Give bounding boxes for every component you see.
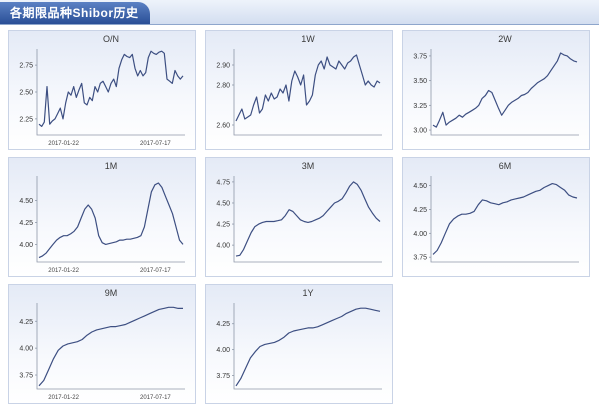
y-tick-label: 4.50: [19, 198, 33, 205]
chart-3m: 3M 4.00 4.25 4.50 4.75: [216, 161, 382, 263]
x-tick-label: 2017-07-17: [140, 141, 171, 147]
axis-line: [233, 176, 382, 263]
y-tick-label: 2.90: [216, 63, 230, 70]
y-tick-label: 2.80: [216, 83, 230, 90]
axis-line: [36, 49, 185, 136]
x-tick-label: 2017-07-17: [140, 395, 171, 401]
y-tick-label: 4.25: [216, 321, 230, 328]
x-tick-label: 2017-07-17: [140, 268, 171, 274]
y-tick-label: 4.00: [413, 231, 427, 238]
series-line: [38, 182, 184, 259]
page-title: 各期限品种Shibor历史走势: [0, 2, 150, 42]
y-tick-label: 4.50: [216, 200, 230, 207]
y-tick-label: 4.25: [216, 222, 230, 229]
y-tick-label: 4.00: [19, 346, 33, 353]
series-line: [38, 50, 184, 127]
y-tick-label: 4.00: [216, 347, 230, 354]
chart-panel-3m: 3M 4.00 4.25 4.50 4.75: [205, 157, 393, 277]
y-tick-label: 2.25: [19, 116, 33, 123]
chart-title: 1Y: [302, 288, 313, 298]
axis-line: [430, 176, 579, 263]
chart-panel-9m: 9M 3.75 4.00 4.25 2017-01-22 2017-07-17: [8, 284, 196, 404]
chart-1w: 1W 2.60 2.80 2.90: [216, 34, 382, 136]
series-line: [432, 52, 578, 128]
axis-line: [36, 303, 185, 390]
series-line: [38, 306, 183, 387]
x-tick-label: 2017-01-22: [48, 395, 79, 401]
y-tick-label: 3.00: [413, 128, 427, 135]
chart-panel-6m: 6M 3.75 4.00 4.25 4.50: [402, 157, 590, 277]
axis-line: [233, 303, 382, 390]
chart-title: 3M: [302, 161, 315, 171]
chart-9m: 9M 3.75 4.00 4.25 2017-01-22 2017-07-17: [19, 288, 185, 401]
y-tick-label: 4.00: [19, 242, 33, 249]
chart-1y: 1Y 3.75 4.00 4.25: [216, 288, 382, 390]
y-tick-label: 4.25: [413, 207, 427, 214]
chart-panel-1m: 1M 4.00 4.25 4.50 2017-01-22 2017-07-17: [8, 157, 196, 277]
series-line: [432, 183, 578, 255]
series-line: [235, 181, 381, 257]
y-tick-label: 3.75: [19, 373, 33, 380]
chart-title: O/N: [103, 34, 119, 44]
chart-title: 6M: [499, 161, 512, 171]
y-tick-label: 3.75: [216, 373, 230, 380]
y-tick-label: 4.00: [216, 243, 230, 250]
y-tick-label: 3.25: [413, 103, 427, 110]
chart-2w: 2W 3.00 3.25 3.50 3.75: [413, 34, 579, 136]
chart-panel-1y: 1Y 3.75 4.00 4.25: [205, 284, 393, 404]
series-line: [235, 54, 381, 122]
x-tick-label: 2017-01-22: [48, 141, 79, 147]
y-tick-label: 2.50: [19, 90, 33, 97]
y-tick-label: 3.50: [413, 78, 427, 85]
chart-panel-1w: 1W 2.60 2.80 2.90: [205, 30, 393, 150]
chart-panel-2w: 2W 3.00 3.25 3.50 3.75: [402, 30, 590, 150]
x-tick-label: 2017-01-22: [48, 268, 79, 274]
chart-title: 1W: [301, 34, 315, 44]
axis-line: [233, 49, 382, 136]
axis-line: [430, 49, 579, 136]
y-tick-label: 3.75: [413, 53, 427, 60]
chart-1m: 1M 4.00 4.25 4.50 2017-01-22 2017-07-17: [19, 161, 185, 274]
chart-title: 9M: [105, 288, 118, 298]
y-tick-label: 2.60: [216, 123, 230, 130]
chart-title: 1M: [105, 161, 118, 171]
chart-6m: 6M 3.75 4.00 4.25 4.50: [413, 161, 579, 263]
y-tick-label: 4.25: [19, 319, 33, 326]
series-line: [235, 307, 381, 387]
chart-on: O/N 2.25 2.50 2.75 2017-01-22 2017-07-17: [19, 34, 185, 147]
y-tick-label: 3.75: [413, 255, 427, 262]
chart-title: 2W: [498, 34, 512, 44]
y-tick-label: 4.75: [216, 179, 230, 186]
y-tick-label: 4.25: [19, 220, 33, 227]
chart-panel-on: O/N 2.25 2.50 2.75 2017-01-22 2017-07-17: [8, 30, 196, 150]
y-tick-label: 4.50: [413, 183, 427, 190]
header-bar: 各期限品种Shibor历史走势: [0, 0, 599, 42]
axis-line: [36, 176, 185, 263]
y-tick-label: 2.75: [19, 63, 33, 70]
